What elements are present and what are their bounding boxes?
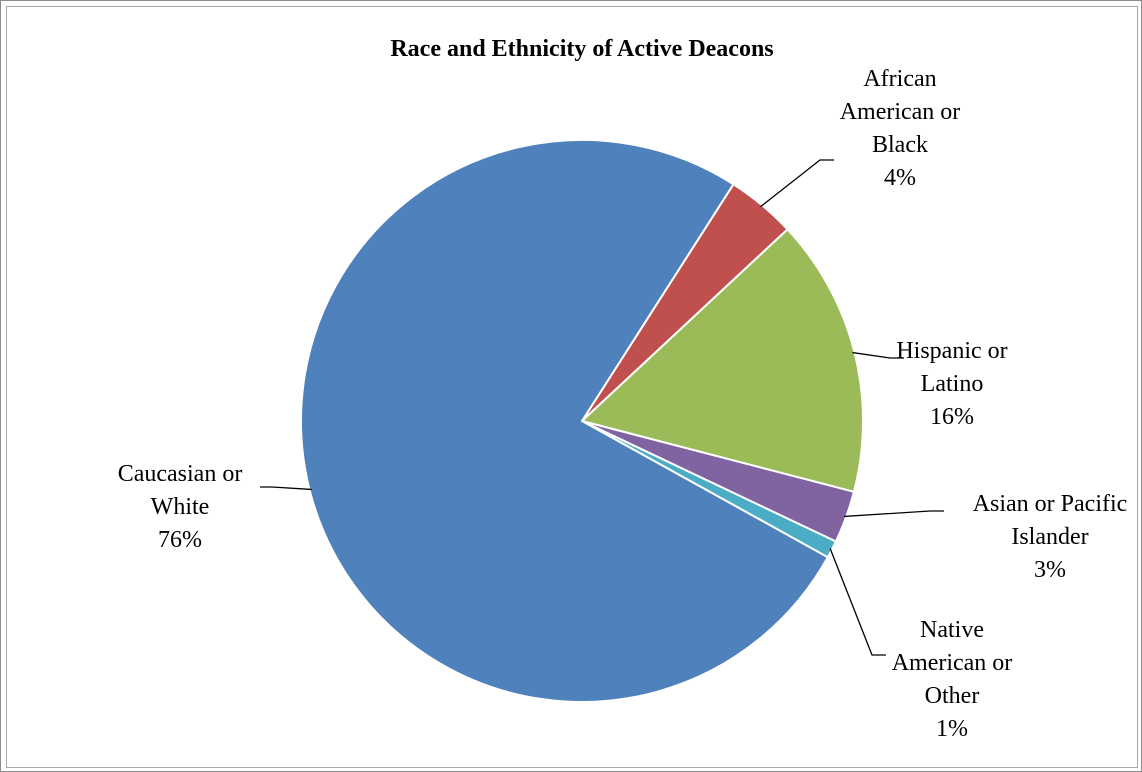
data-label: Native American or Other 1% [892, 617, 1013, 742]
leader-line [829, 548, 886, 656]
data-label: Asian or Pacific Islander 3% [973, 491, 1128, 583]
data-label: Hispanic or Latino 16% [896, 338, 1007, 430]
leader-line [844, 510, 944, 518]
data-label: Caucasian or White 76% [118, 461, 243, 553]
pie-slice [579, 227, 864, 494]
leader-line [852, 351, 904, 359]
chart-inner-border [6, 6, 1138, 768]
chart-title: Race and Ethnicity of Active Deacons [390, 36, 773, 62]
leader-line [260, 486, 312, 491]
leader-line [760, 159, 834, 208]
data-label: African American or Black 4% [840, 66, 961, 191]
